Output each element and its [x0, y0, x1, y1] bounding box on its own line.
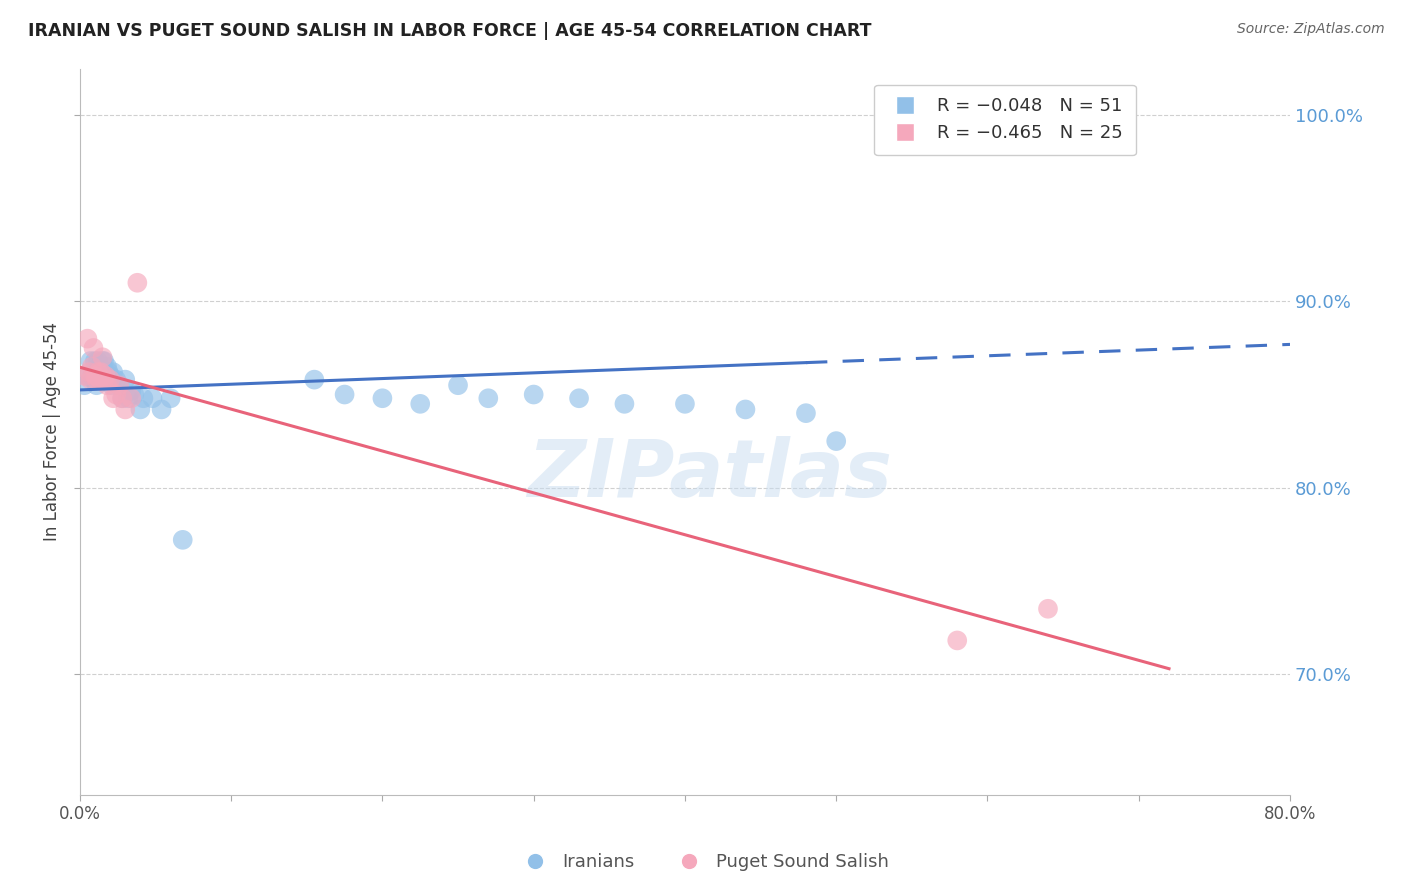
Point: [101, 365, 124, 379]
Point: [1036, 601, 1059, 615]
Point: [79, 354, 101, 368]
Point: [333, 387, 356, 401]
Point: [89, 359, 111, 374]
Point: [91, 351, 114, 365]
Point: [89, 373, 111, 387]
Point: [825, 434, 848, 449]
Point: [91, 365, 114, 379]
Point: [523, 387, 546, 401]
Point: [105, 387, 128, 401]
Point: [673, 397, 696, 411]
Point: [568, 391, 591, 405]
Point: [108, 378, 131, 392]
Point: [114, 402, 136, 417]
Point: [87, 354, 110, 368]
Point: [159, 391, 181, 405]
Point: [734, 402, 756, 417]
Point: [93, 373, 115, 387]
Point: [114, 373, 136, 387]
Point: [84, 354, 107, 368]
Point: [111, 391, 134, 405]
Point: [84, 368, 107, 383]
Point: [87, 365, 110, 379]
Legend: Iranians, Puget Sound Salish: Iranians, Puget Sound Salish: [510, 847, 896, 879]
Point: [79, 373, 101, 387]
Point: [105, 373, 128, 387]
Point: [90, 365, 112, 379]
Point: [141, 391, 163, 405]
Point: [73, 368, 96, 383]
Point: [91, 354, 114, 368]
Point: [108, 378, 131, 392]
Point: [87, 365, 110, 379]
Point: [77, 365, 100, 379]
Point: [101, 391, 124, 405]
Point: [117, 391, 139, 405]
Point: [76, 368, 98, 383]
Point: [76, 332, 98, 346]
Point: [124, 387, 146, 401]
Point: [82, 373, 104, 387]
Point: [96, 359, 118, 374]
Point: [98, 368, 121, 383]
Point: [150, 402, 173, 417]
Point: [946, 633, 969, 648]
Point: [96, 378, 118, 392]
Point: [93, 373, 115, 387]
Point: [132, 391, 155, 405]
Legend: R = −0.048   N = 51, R = −0.465   N = 25: R = −0.048 N = 51, R = −0.465 N = 25: [875, 85, 1136, 155]
Point: [477, 391, 499, 405]
Text: ZIPatlas: ZIPatlas: [527, 436, 891, 515]
Point: [93, 354, 115, 368]
Point: [98, 373, 121, 387]
Point: [86, 378, 108, 392]
Point: [794, 406, 817, 420]
Point: [613, 397, 636, 411]
Point: [94, 368, 117, 383]
Point: [120, 384, 142, 398]
Point: [100, 378, 122, 392]
Text: IRANIAN VS PUGET SOUND SALISH IN LABOR FORCE | AGE 45-54 CORRELATION CHART: IRANIAN VS PUGET SOUND SALISH IN LABOR F…: [28, 22, 872, 40]
Point: [82, 341, 104, 355]
Point: [120, 391, 142, 405]
Point: [84, 368, 107, 383]
Point: [73, 378, 96, 392]
Point: [304, 373, 326, 387]
Point: [89, 373, 111, 387]
Point: [80, 368, 103, 383]
Point: [129, 402, 152, 417]
Point: [447, 378, 470, 392]
Point: [1067, 108, 1090, 122]
Point: [127, 276, 149, 290]
Text: Source: ZipAtlas.com: Source: ZipAtlas.com: [1237, 22, 1385, 37]
Point: [409, 397, 432, 411]
Y-axis label: In Labor Force | Age 45-54: In Labor Force | Age 45-54: [44, 322, 60, 541]
Point: [97, 365, 120, 379]
Point: [172, 533, 194, 547]
Point: [94, 368, 117, 383]
Point: [90, 368, 112, 383]
Point: [80, 359, 103, 374]
Point: [94, 365, 117, 379]
Point: [111, 391, 134, 405]
Point: [371, 391, 394, 405]
Point: [86, 373, 108, 387]
